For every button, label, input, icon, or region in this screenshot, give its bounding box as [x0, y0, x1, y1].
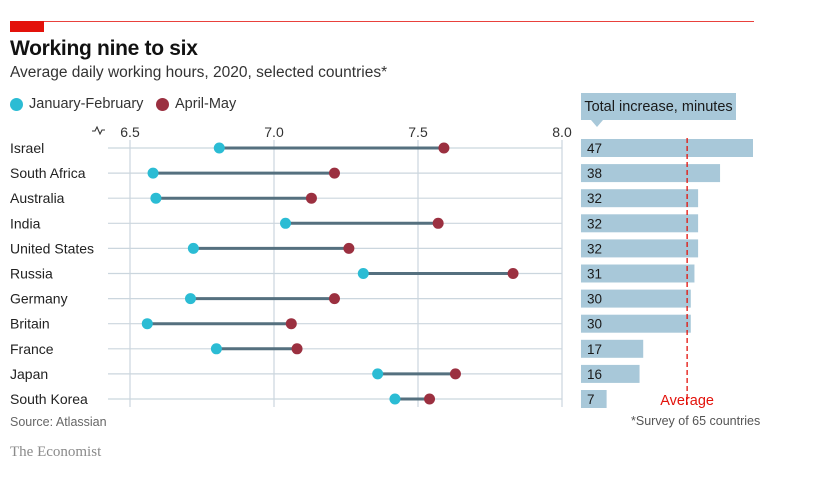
bar-value-label: 7 [587, 392, 595, 407]
increase-bar [581, 289, 691, 308]
increase-bar [581, 189, 699, 208]
row-label: Russia [10, 266, 53, 282]
point-jan-feb [187, 242, 199, 254]
increase-bar [581, 314, 691, 333]
row-label: France [10, 341, 54, 357]
point-jan-feb [280, 217, 292, 229]
row-label: Australia [10, 190, 65, 206]
bar-value-label: 16 [587, 367, 602, 382]
point-jan-feb [141, 318, 153, 330]
increase-bar [581, 264, 695, 283]
row-label: South Korea [10, 391, 88, 407]
legend-item-apr-may: April-May [156, 96, 236, 112]
increase-bar [581, 390, 607, 408]
point-jan-feb [213, 142, 225, 154]
bar-value-label: 32 [587, 191, 602, 206]
row-label: Israel [10, 140, 44, 156]
x-tick-label: 8.0 [552, 124, 572, 140]
point-apr-may [305, 192, 317, 204]
point-apr-may [424, 393, 436, 405]
source-note: Source: Atlassian [10, 415, 107, 429]
point-apr-may [432, 217, 444, 229]
bar-value-label: 17 [587, 342, 602, 357]
bar-value-label: 30 [587, 317, 602, 332]
x-tick-label: 7.0 [264, 124, 284, 140]
bar-value-label: 32 [587, 241, 602, 256]
legend-label: January-February [29, 96, 144, 112]
increase-bar [581, 339, 644, 358]
point-jan-feb [150, 192, 162, 204]
maroon-dot-icon [156, 97, 169, 111]
point-jan-feb [372, 368, 384, 380]
point-apr-may [285, 318, 297, 330]
bar-value-label: 47 [587, 141, 602, 156]
increase-bar [581, 139, 753, 157]
row-label: India [10, 215, 41, 231]
point-apr-may [449, 368, 461, 380]
point-jan-feb [357, 268, 369, 279]
increase-bar [581, 239, 699, 258]
increase-bar [581, 364, 640, 383]
top-rule [10, 21, 754, 22]
point-apr-may [438, 142, 450, 154]
axis-break-icon [92, 125, 105, 136]
chart-title: Working nine to six [10, 37, 198, 60]
point-jan-feb [184, 293, 196, 305]
row-label: Britain [10, 316, 50, 332]
x-tick-label: 6.5 [120, 124, 140, 140]
legend-item-jan-feb: January-February [10, 96, 143, 112]
x-tick-label: 7.5 [408, 124, 428, 140]
economist-red-tag [10, 21, 44, 32]
row-label: South Africa [10, 165, 86, 181]
panel-title: Total increase, minutes [581, 93, 736, 127]
bar-value-label: 32 [587, 216, 602, 231]
row-label: Japan [10, 366, 48, 382]
cyan-dot-icon [10, 97, 23, 111]
row-label: Germany [10, 291, 68, 307]
point-apr-may [328, 293, 340, 305]
increase-bar [581, 214, 699, 233]
point-jan-feb [389, 393, 401, 405]
point-apr-may [328, 167, 340, 179]
point-apr-may [291, 343, 303, 355]
average-label: Average [660, 393, 714, 409]
point-jan-feb [147, 167, 159, 179]
row-label: United States [10, 240, 94, 256]
chart-subtitle: Average daily working hours, 2020, selec… [10, 64, 388, 81]
bar-value-label: 30 [587, 292, 602, 307]
bar-value-label: 31 [587, 267, 602, 282]
point-apr-may [343, 242, 355, 254]
point-jan-feb [210, 343, 222, 355]
panel-title-text: Total increase, minutes [584, 98, 733, 115]
bar-value-label: 38 [587, 166, 602, 181]
brand-logo: The Economist [10, 444, 102, 460]
point-apr-may [507, 268, 519, 279]
legend-label: April-May [175, 96, 237, 112]
increase-bar [581, 164, 721, 183]
footnote: *Survey of 65 countries [631, 414, 761, 428]
